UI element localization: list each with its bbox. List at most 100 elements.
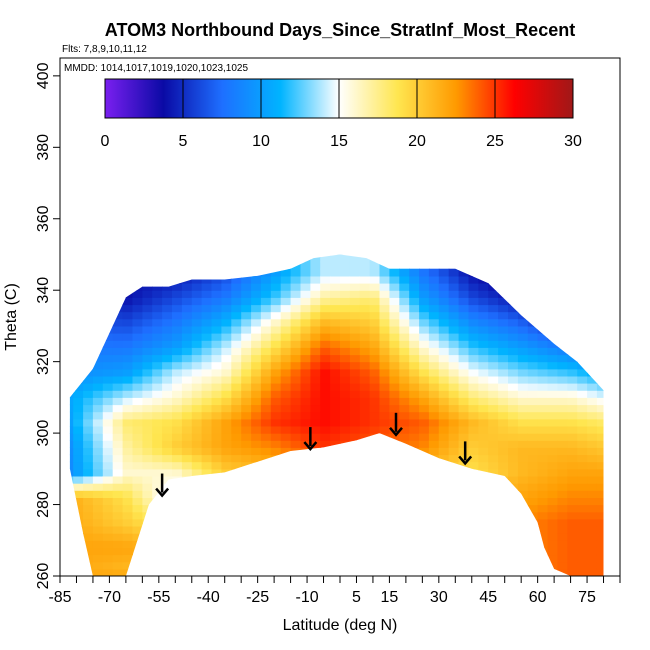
- heatmap-cell: [112, 254, 124, 263]
- heatmap-cell: [241, 561, 252, 570]
- heatmap-cell: [527, 511, 539, 520]
- heatmap-cell: [300, 318, 311, 327]
- heatmap-cell: [448, 511, 460, 520]
- heatmap-cell: [419, 476, 430, 484]
- heatmap-cell: [260, 297, 272, 306]
- heatmap-cell: [241, 297, 252, 306]
- heatmap-cell: [142, 454, 153, 463]
- heatmap-cell: [132, 311, 143, 320]
- y-tick-label: 340: [35, 277, 52, 304]
- heatmap-cell: [607, 247, 618, 255]
- heatmap-cell: [617, 505, 628, 513]
- heatmap-cell: [547, 361, 558, 370]
- heatmap-cell: [172, 354, 183, 363]
- heatmap-cell: [517, 311, 529, 320]
- heatmap-cell: [102, 540, 114, 548]
- heatmap-cell: [557, 397, 568, 406]
- heatmap-cell: [577, 283, 588, 291]
- heatmap-cell: [617, 247, 628, 255]
- heatmap-cell: [369, 518, 381, 527]
- heatmap-cell: [508, 261, 519, 270]
- heatmap-cell: [419, 418, 430, 427]
- heatmap-cell: [349, 283, 361, 291]
- heatmap-cell: [310, 254, 321, 263]
- heatmap-cell: [260, 383, 272, 391]
- heatmap-cell: [310, 547, 321, 556]
- heatmap-cell: [557, 461, 568, 470]
- heatmap-cell: [369, 254, 381, 263]
- heatmap-cell: [596, 254, 604, 255]
- heatmap-cell: [69, 533, 74, 541]
- heatmap-cell: [596, 297, 604, 306]
- heatmap-cell: [448, 254, 460, 263]
- heatmap-cell: [152, 576, 163, 584]
- heatmap-cell: [290, 411, 302, 420]
- heatmap-cell: [290, 447, 302, 456]
- heatmap-cell: [369, 561, 381, 570]
- heatmap-cell: [448, 283, 460, 291]
- heatmap-cell: [69, 411, 74, 420]
- heatmap-cell: [458, 454, 470, 463]
- heatmap-cell: [537, 375, 549, 384]
- heatmap-cell: [448, 275, 460, 284]
- heatmap-cell: [419, 440, 430, 448]
- heatmap-cell: [251, 411, 262, 420]
- heatmap-cell: [221, 576, 232, 584]
- heatmap-cell: [260, 333, 272, 341]
- heatmap-cell: [488, 483, 499, 491]
- heatmap-cell: [587, 261, 598, 270]
- heatmap-cell: [438, 504, 450, 513]
- heatmap-cell: [399, 304, 410, 313]
- heatmap-cell: [478, 254, 489, 263]
- heatmap-cell: [231, 476, 242, 484]
- heatmap-cell: [270, 518, 282, 527]
- heatmap-cell: [596, 361, 604, 370]
- heatmap-cell: [508, 368, 519, 377]
- heatmap-cell: [409, 283, 420, 291]
- heatmap-cell: [537, 504, 549, 513]
- heatmap-cell: [122, 347, 134, 356]
- heatmap-cell: [508, 561, 519, 570]
- heatmap-cell: [290, 533, 302, 541]
- heatmap-cell: [290, 568, 302, 576]
- heatmap-cell: [607, 347, 618, 355]
- heatmap-cell: [221, 254, 232, 255]
- heatmap-cell: [577, 390, 588, 398]
- heatmap-cell: [320, 318, 331, 327]
- heatmap-cell: [567, 568, 578, 576]
- heatmap-cell: [241, 511, 252, 520]
- heatmap-cell: [300, 533, 311, 541]
- heatmap-cell: [537, 347, 549, 356]
- x-tick-label: 45: [479, 589, 497, 606]
- heatmap-cell: [419, 304, 430, 313]
- heatmap-cell: [201, 318, 213, 327]
- heatmap-cell: [517, 254, 529, 255]
- heatmap-cell: [547, 275, 558, 284]
- heatmap-cell: [132, 361, 143, 370]
- heatmap-cell: [211, 368, 222, 377]
- heatmap-cell: [330, 275, 341, 284]
- heatmap-cell: [320, 547, 331, 556]
- heatmap-cell: [508, 454, 519, 463]
- heatmap-cell: [330, 497, 341, 506]
- heatmap-cell: [389, 576, 400, 584]
- heatmap-cell: [83, 554, 94, 563]
- heatmap-cell: [428, 268, 440, 277]
- heatmap-cell: [389, 468, 400, 477]
- heatmap-cell: [527, 447, 539, 456]
- heatmap-cell: [102, 354, 114, 363]
- heatmap-cell: [132, 404, 143, 413]
- heatmap-cell: [409, 433, 420, 441]
- heatmap-cell: [122, 440, 134, 448]
- heatmap-cell: [73, 418, 84, 427]
- heatmap-cell: [567, 275, 578, 284]
- heatmap-cell: [458, 261, 470, 270]
- heatmap-cell: [399, 576, 410, 584]
- heatmap-cell: [468, 261, 479, 270]
- heatmap-cell: [142, 333, 153, 341]
- heatmap-cell: [587, 340, 598, 348]
- heatmap-cell: [359, 297, 371, 306]
- heatmap-cell: [517, 368, 529, 377]
- heatmap-cell: [320, 411, 331, 420]
- heatmap-cell: [211, 375, 222, 384]
